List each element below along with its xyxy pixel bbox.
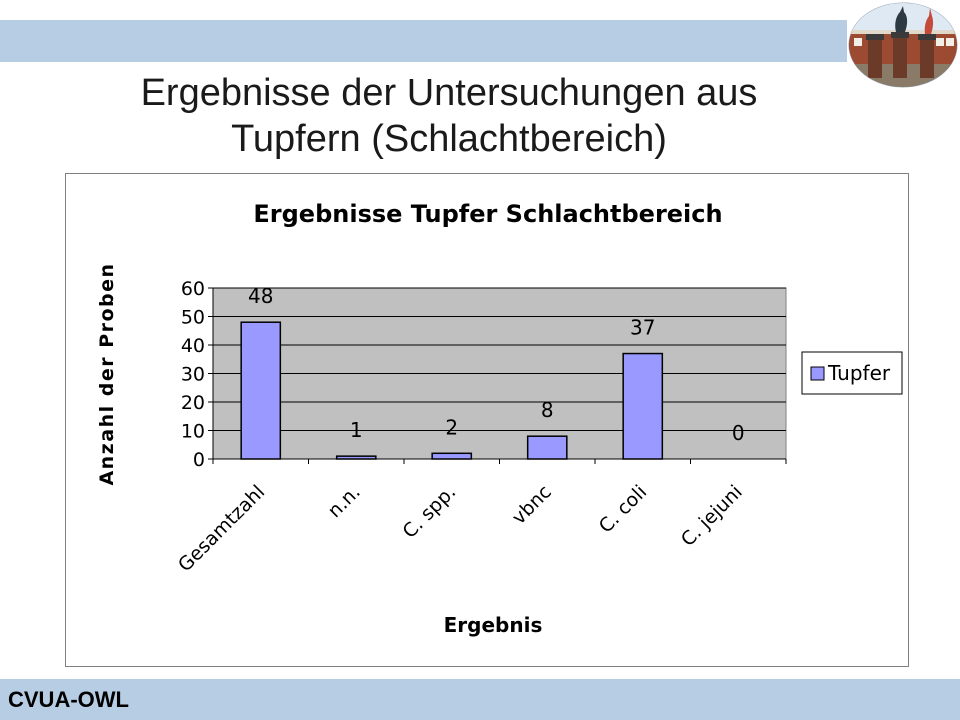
data-labels: 48 1 2 8 37 0 xyxy=(248,284,745,445)
building-logo-icon xyxy=(848,2,958,88)
legend: Tupfer xyxy=(801,351,903,395)
slide-title-line-1: Ergebnisse der Untersuchungen aus xyxy=(140,72,758,114)
bars xyxy=(240,321,664,460)
y-axis-label: Anzahl der Proben xyxy=(96,262,118,485)
data-label: 48 xyxy=(248,284,273,308)
bar xyxy=(622,352,664,460)
bar xyxy=(335,455,377,460)
y-tick-label: 30 xyxy=(181,364,205,386)
category-label: C. spp. xyxy=(398,481,460,543)
chart-frame: Ergebnisse Tupfer Schlachtbereich 0 10 20 3… xyxy=(65,173,909,667)
x-axis-label: Ergebnis xyxy=(444,613,543,637)
category-label: Gesamtzahl xyxy=(174,481,269,576)
y-tick-label: 50 xyxy=(181,307,205,329)
footer-text: CVUA-OWL xyxy=(8,687,129,712)
bar-chart: Ergebnisse Tupfer Schlachtbereich 010203… xyxy=(96,200,903,637)
category-label: C. jejuni xyxy=(677,481,747,551)
footer-band: CVUA-OWL xyxy=(0,679,960,720)
category-label: vbnc xyxy=(508,481,556,529)
y-tick-label: 20 xyxy=(181,392,205,414)
legend-swatch xyxy=(810,366,825,381)
data-label: 2 xyxy=(445,415,458,439)
y-tick-label: 40 xyxy=(181,335,205,357)
bar xyxy=(431,452,473,460)
y-ticks: 0 10 20 30 40 50 60 xyxy=(181,278,213,471)
legend-label: Tupfer xyxy=(827,361,891,385)
category-label: C. coli xyxy=(595,481,652,538)
y-tick-label: 10 xyxy=(181,421,205,443)
data-label: 0 xyxy=(732,421,745,445)
gridlines xyxy=(213,287,786,431)
category-labels: Gesamtzahl n.n. C. spp. vbnc C. coli C. jejun… xyxy=(174,481,747,576)
header-band xyxy=(0,20,847,62)
y-tick-label: 0 xyxy=(193,449,205,471)
category-label: n.n. xyxy=(324,481,365,522)
data-label: 1 xyxy=(350,418,363,442)
chart-title: Ergebnisse Tupfer Schlachtbereich xyxy=(253,200,722,228)
bar xyxy=(240,321,282,460)
y-tick-label: 60 xyxy=(181,278,205,300)
data-label: 8 xyxy=(541,398,554,422)
data-label: 37 xyxy=(630,316,655,340)
slide-title-line-2: Tupfern (Schlachtbereich) xyxy=(231,118,667,160)
bar xyxy=(526,435,568,460)
x-ticks xyxy=(212,459,787,464)
slide-title: Ergebnisse der Untersuchungen aus Tupfer… xyxy=(0,70,898,162)
